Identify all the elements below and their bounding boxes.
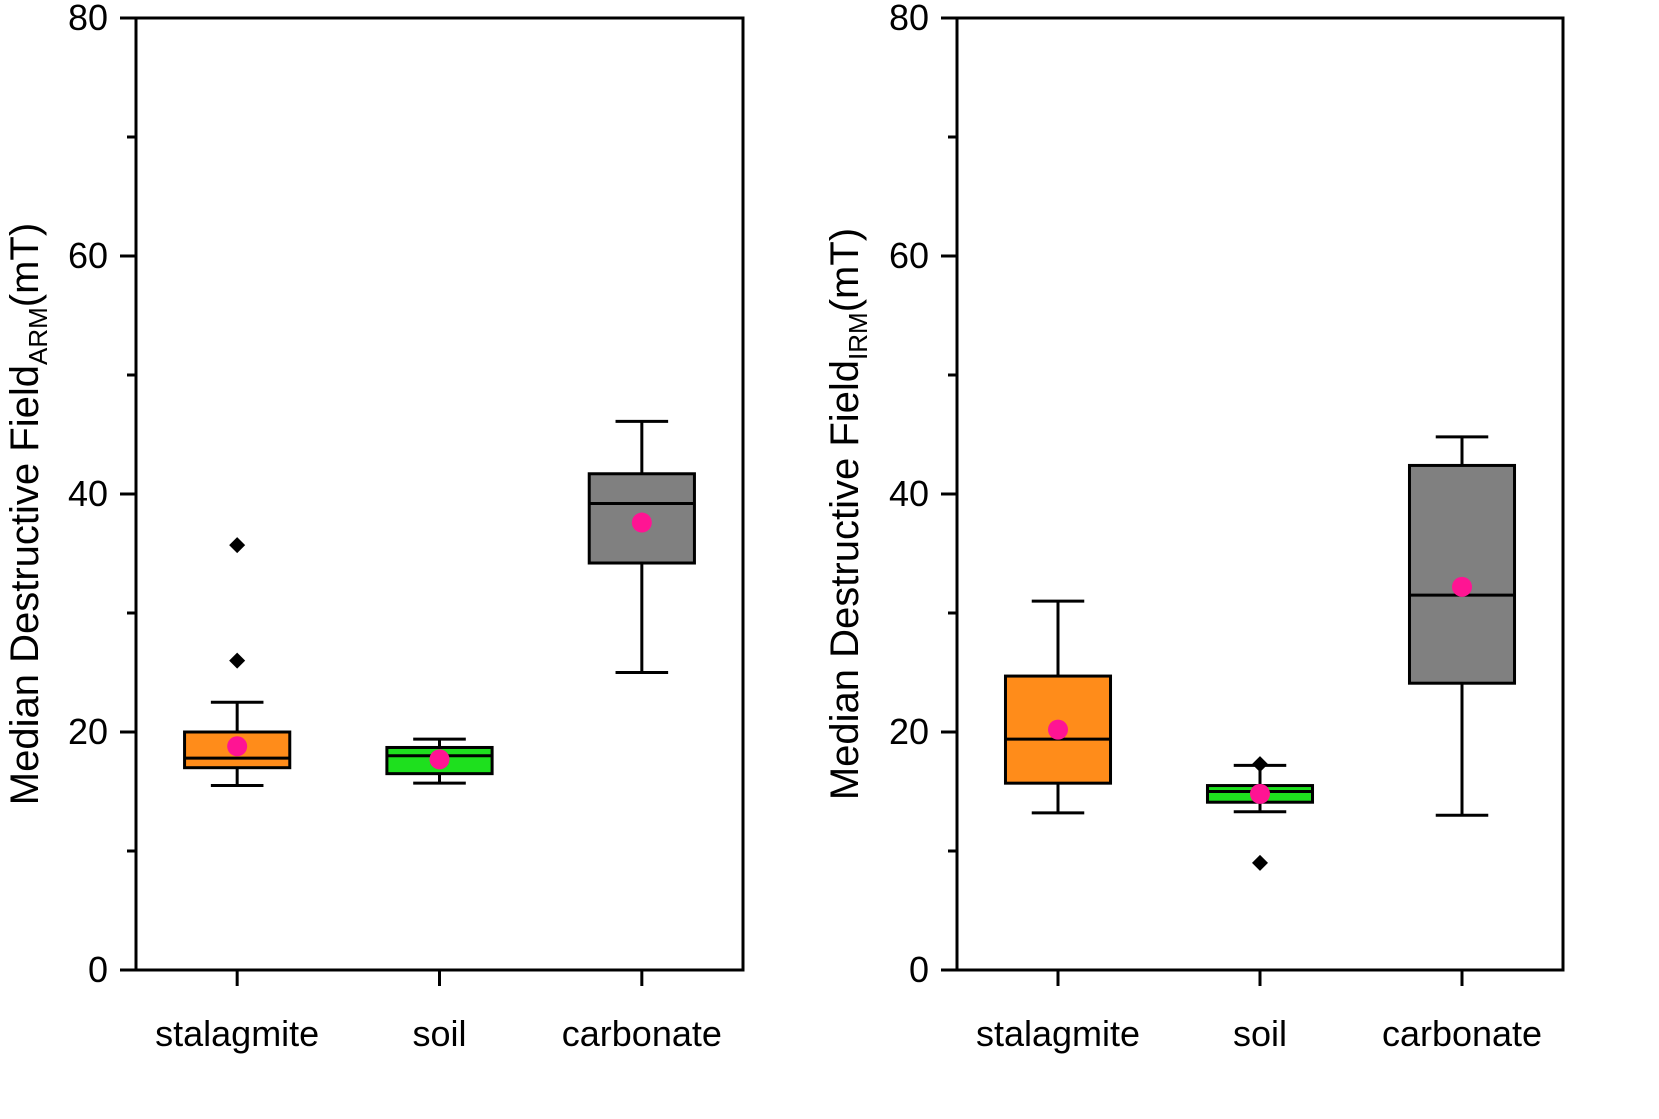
box-group-carbonate bbox=[1407, 435, 1517, 817]
y-axis-title-main: Median Destructive Field bbox=[3, 365, 47, 805]
outlier-point bbox=[1252, 756, 1268, 773]
y-tick-label: 60 bbox=[889, 235, 929, 276]
y-tick-label: 20 bbox=[889, 711, 929, 752]
y-axis-title-subscript: ARM bbox=[23, 307, 53, 365]
outlier-point bbox=[1252, 854, 1268, 871]
y-tick-label: 60 bbox=[68, 235, 108, 276]
outlier-point bbox=[229, 652, 246, 669]
box-group-stalagmite bbox=[1003, 599, 1113, 815]
mean-point bbox=[227, 736, 248, 757]
x-category-label: carbonate bbox=[562, 1013, 722, 1054]
x-category-label: carbonate bbox=[1382, 1013, 1542, 1054]
y-tick-label: 80 bbox=[889, 0, 929, 38]
mean-point bbox=[429, 749, 450, 770]
box-group-carbonate bbox=[587, 419, 696, 674]
box-group-soil bbox=[1205, 756, 1315, 871]
y-axis-title: Median Destructive FieldIRM(mT) bbox=[823, 228, 873, 800]
y-axis-title-main: Median Destructive Field bbox=[823, 360, 867, 800]
mean-point bbox=[1048, 719, 1068, 740]
y-tick-label: 40 bbox=[68, 473, 108, 514]
x-category-label: soil bbox=[1233, 1013, 1287, 1054]
box-iqr bbox=[1407, 463, 1517, 685]
y-tick-label: 40 bbox=[889, 473, 929, 514]
y-axis-title-unit: (mT) bbox=[823, 228, 867, 312]
y-axis-title-subscript: IRM bbox=[843, 312, 873, 360]
box-group-soil bbox=[385, 737, 494, 785]
y-tick-label: 0 bbox=[909, 949, 929, 990]
box-group-stalagmite bbox=[183, 537, 292, 788]
x-category-label: stalagmite bbox=[976, 1013, 1140, 1054]
mean-point bbox=[1250, 783, 1270, 804]
mean-point bbox=[631, 512, 652, 533]
mean-point bbox=[1452, 576, 1472, 597]
outlier-point bbox=[229, 537, 246, 554]
y-tick-label: 80 bbox=[68, 0, 108, 38]
x-category-label: stalagmite bbox=[155, 1013, 319, 1054]
y-axis-title: Median Destructive FieldARM(mT) bbox=[3, 223, 53, 805]
y-tick-label: 20 bbox=[68, 711, 108, 752]
arm-boxplot-panel: 0 20 40 60 80 stalagmite soil carbonate Median D… bbox=[3, 0, 745, 1054]
y-axis-title-unit: (mT) bbox=[3, 223, 47, 307]
x-category-label: soil bbox=[412, 1013, 466, 1054]
y-tick-label: 0 bbox=[88, 949, 108, 990]
irm-boxplot-panel: 0 20 40 60 80 stalagmite soil carbonate Median D… bbox=[823, 0, 1565, 1054]
